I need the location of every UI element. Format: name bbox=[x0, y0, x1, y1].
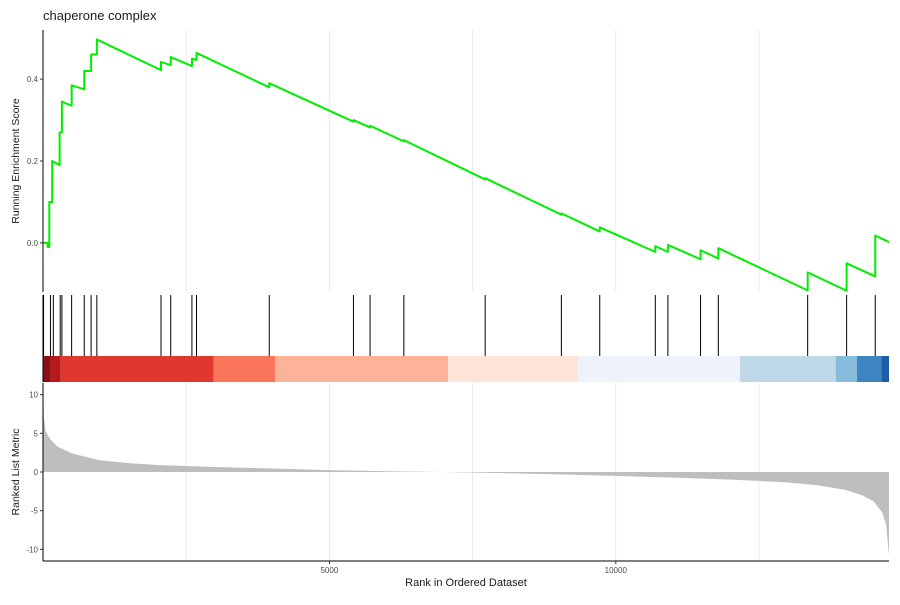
band-segment bbox=[50, 356, 61, 382]
gene-hits bbox=[43, 295, 876, 356]
x-tick-label: 10000 bbox=[605, 566, 628, 575]
es-line bbox=[43, 38, 890, 292]
metric-y-tick-label: -10 bbox=[26, 545, 38, 554]
band-segment bbox=[43, 356, 51, 382]
chart-title: chaperone complex bbox=[43, 8, 157, 23]
grid-layer bbox=[185, 30, 760, 561]
color-band bbox=[43, 356, 889, 382]
band-segment bbox=[740, 356, 836, 382]
axis-labels: 0.0 0.2 0.4 10 5 0 -5 -10 5000 10000 Rank in Order… bbox=[10, 75, 627, 589]
metric-y-tick-label: 10 bbox=[29, 391, 38, 400]
metric-y-axis-title: Ranked List Metric bbox=[10, 429, 22, 516]
band-segment bbox=[274, 356, 448, 382]
band-segment bbox=[881, 356, 889, 382]
running-es-panel bbox=[43, 38, 890, 292]
ranked-metric-panel bbox=[43, 386, 889, 556]
metric-y-tick-label: -5 bbox=[31, 507, 39, 516]
band-segment bbox=[447, 356, 578, 382]
metric-area bbox=[43, 386, 889, 556]
es-y-tick-label: 0.4 bbox=[27, 75, 39, 84]
band-segment bbox=[577, 356, 741, 382]
metric-y-tick-label: 0 bbox=[34, 468, 39, 477]
es-y-tick-label: 0.0 bbox=[27, 239, 39, 248]
band-segment bbox=[856, 356, 882, 382]
band-segment bbox=[213, 356, 275, 382]
band-segment bbox=[60, 356, 214, 382]
x-axis-title: Rank in Ordered Dataset bbox=[405, 577, 527, 589]
axes bbox=[40, 30, 889, 564]
x-tick-label: 5000 bbox=[320, 566, 338, 575]
metric-y-tick-label: 5 bbox=[34, 429, 39, 438]
es-y-axis-title: Running Enrichment Score bbox=[10, 98, 22, 224]
band-segment bbox=[835, 356, 857, 382]
es-y-tick-label: 0.2 bbox=[27, 157, 39, 166]
